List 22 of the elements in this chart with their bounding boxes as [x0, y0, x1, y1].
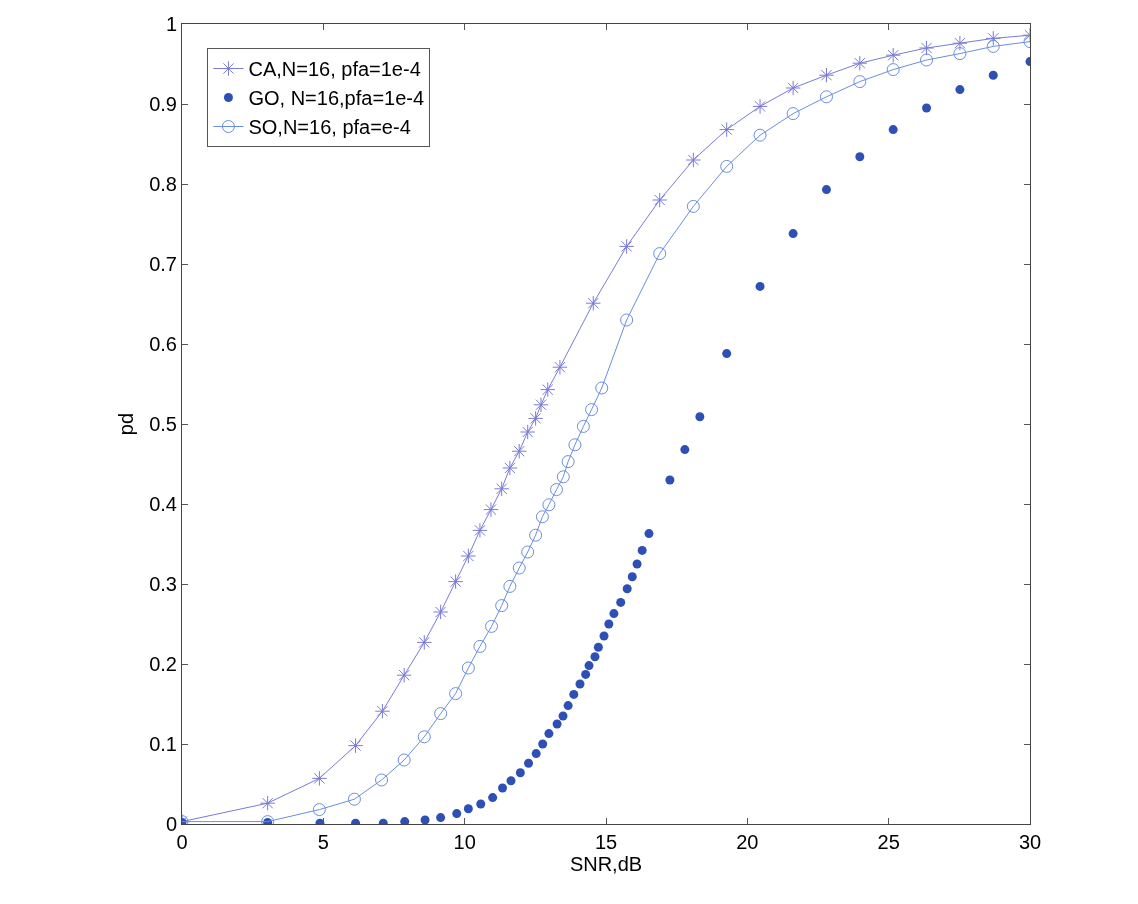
- y-axis-title: pd: [114, 412, 137, 436]
- legend-label: SO,N=16, pfa=e-4: [248, 116, 411, 139]
- y-tick-label: 1: [165, 13, 177, 35]
- y-tick-label: 0.5: [149, 413, 177, 435]
- y-tick-label: 0: [165, 813, 177, 835]
- y-tick-label: 0.9: [149, 93, 177, 115]
- y-tick-label: 0.8: [149, 173, 177, 195]
- x-tick-label: 10: [453, 831, 476, 853]
- y-tick-label: 0.7: [149, 253, 177, 275]
- y-tick-label: 0.4: [149, 493, 177, 515]
- x-tick-label: 15: [594, 831, 618, 853]
- x-tick-label: 25: [877, 831, 900, 853]
- x-tick-label: 5: [317, 831, 329, 853]
- legend-label: GO, N=16,pfa=1e-4: [248, 87, 425, 110]
- y-tick-label: 0.6: [149, 333, 177, 355]
- y-tick-label: 0.3: [149, 573, 177, 595]
- y-tick-label: 0.1: [149, 733, 177, 755]
- x-tick-label: 20: [736, 831, 759, 853]
- y-tick-label: 0.2: [149, 653, 177, 675]
- x-tick-label: 30: [1018, 831, 1042, 853]
- x-axis-title: SNR,dB: [569, 853, 643, 875]
- legend-label: CA,N=16, pfa=1e-4: [248, 58, 421, 81]
